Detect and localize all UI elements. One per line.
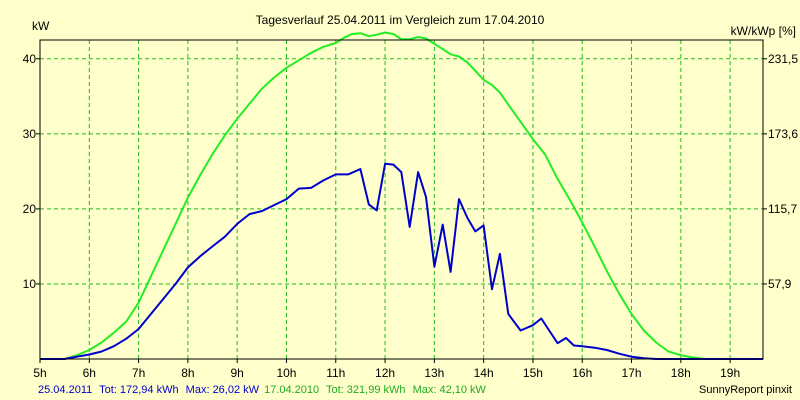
- x-tick-label: 12h: [375, 366, 395, 380]
- x-tick-label: 17h: [622, 366, 642, 380]
- right-axis-label: kW/kWp [%]: [731, 24, 796, 38]
- footer-series2-max: Max: 42,10 kW: [413, 384, 487, 396]
- right-y-tick-label: 173,6: [768, 127, 798, 141]
- x-tick-label: 14h: [474, 366, 494, 380]
- x-tick-label: 5h: [33, 366, 46, 380]
- x-tick-label: 9h: [230, 366, 243, 380]
- footer-series1-max: Max: 26,02 kW: [186, 384, 260, 396]
- left-y-axis-ticks: 10 20 30 40: [23, 52, 40, 291]
- right-y-tick-label: 57,9: [768, 277, 792, 291]
- right-y-axis-ticks: 57,9 115,7 173,6 231,5: [763, 52, 798, 291]
- left-y-tick-label: 20: [23, 202, 37, 216]
- left-y-tick-label: 10: [23, 277, 37, 291]
- x-tick-label: 10h: [276, 366, 296, 380]
- x-tick-label: 13h: [424, 366, 444, 380]
- x-tick-label: 8h: [181, 366, 194, 380]
- x-tick-label: 19h: [720, 366, 740, 380]
- footer-series2-tot: Tot: 321,99 kWh: [326, 384, 406, 396]
- footer-series2-date: 17.04.2010: [264, 384, 319, 396]
- footer-credit: SunnyReport pinxit: [699, 384, 792, 396]
- series-line-25-04-2011: [40, 162, 763, 360]
- x-tick-label: 11h: [326, 366, 345, 380]
- right-y-tick-label: 115,7: [768, 202, 797, 216]
- series-lines: [40, 31, 763, 360]
- grid: [40, 40, 763, 359]
- footer-series1-date: 25.04.2011: [38, 384, 92, 396]
- footer-legend: 25.04.2011 Tot: 172,94 kWh Max: 26,02 kW…: [38, 384, 487, 396]
- x-tick-label: 7h: [132, 366, 145, 380]
- footer-series1-tot: Tot: 172,94 kWh: [99, 384, 179, 396]
- x-axis-ticks: 5h 6h 7h 8h 9h 10h 11h 12h 13h 14h 15h 16h 17h 18h 19h: [33, 359, 740, 380]
- right-y-tick-label: 231,5: [768, 52, 798, 66]
- series-line-17-04-2010: [40, 31, 763, 360]
- x-tick-label: 18h: [671, 366, 691, 380]
- left-y-tick-label: 40: [23, 52, 37, 66]
- x-tick-label: 16h: [572, 366, 592, 380]
- x-tick-label: 6h: [83, 366, 96, 380]
- left-y-tick-label: 30: [23, 127, 37, 141]
- chart-title: Tagesverlauf 25.04.2011 im Vergleich zum…: [256, 13, 545, 27]
- left-axis-label: kW: [32, 19, 50, 33]
- plot-frame: [39, 39, 764, 360]
- x-tick-label: 15h: [523, 366, 543, 380]
